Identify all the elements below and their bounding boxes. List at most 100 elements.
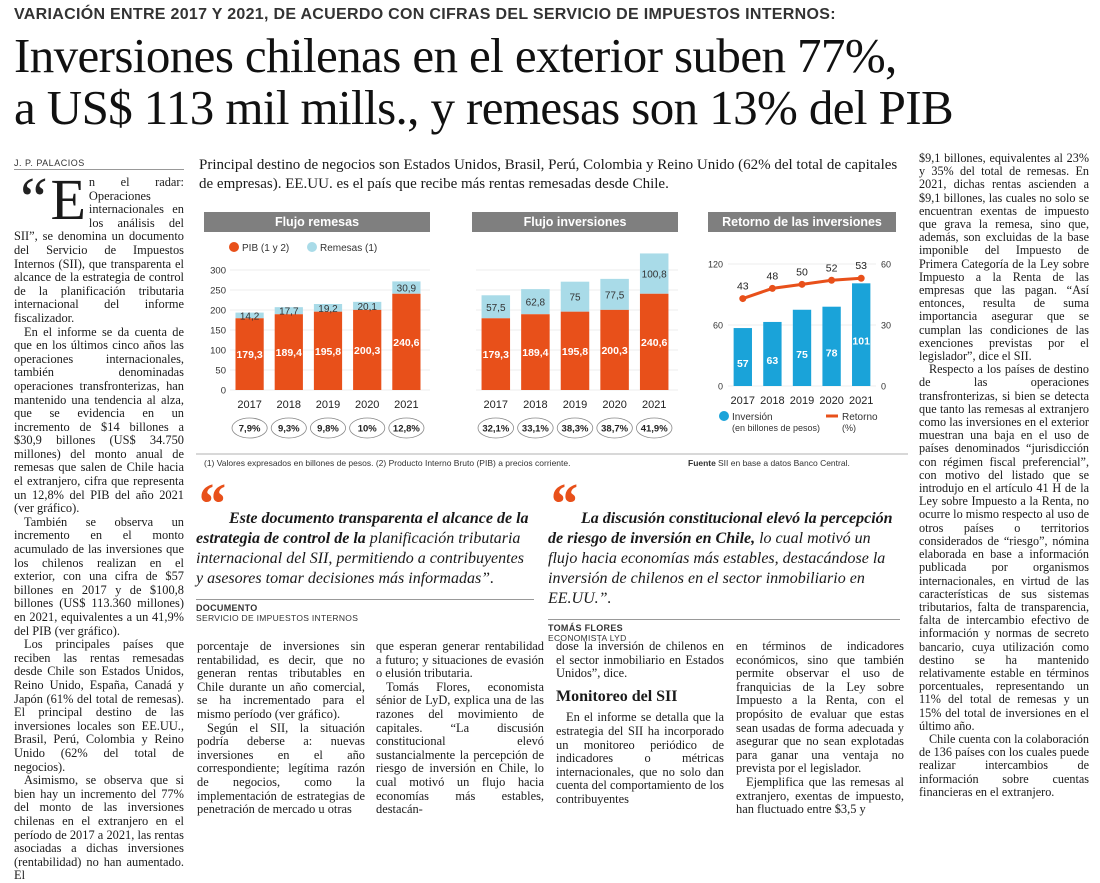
bar-secondary-label: 30,9	[397, 284, 417, 295]
headline: Inversiones chilenas en el exterior sube…	[14, 30, 1094, 134]
bar-secondary-label: 62,8	[526, 298, 546, 309]
ratio-label: 41,9%	[641, 424, 668, 435]
bar-secondary	[481, 295, 511, 319]
column-4: dose la inversión de chilenos en el sect…	[556, 639, 724, 807]
legend-swatch-inversion	[719, 411, 729, 421]
ratio-label: 10%	[358, 424, 378, 435]
bar-secondary	[639, 253, 669, 294]
pullquote-1-rest: planificación tributaria internacional d…	[196, 530, 524, 587]
y-right-tick-label: 30	[881, 321, 891, 331]
bar-secondary-label: 14,2	[240, 311, 260, 322]
bar-pib-label: 179,3	[236, 349, 262, 361]
bar-pib-label: 200,3	[354, 345, 380, 357]
bar-secondary	[560, 281, 590, 312]
pullquote-2-attribution: TOMÁS FLORES ECONOMISTA LYD	[548, 619, 900, 643]
bar-inversion	[733, 328, 752, 386]
line-retorno-label: 52	[826, 262, 838, 274]
y-left-tick-label: 120	[708, 260, 723, 270]
x-tick-label: 2020	[355, 399, 379, 411]
chart-source: SII en base a datos Banco Central.	[718, 458, 850, 468]
y-right-tick-label: 60	[881, 260, 891, 270]
pullquote-2: “ La discusión constitucional elevó la p…	[548, 475, 900, 643]
bar-secondary-label: 17,7	[279, 307, 299, 318]
line-retorno-point	[857, 274, 865, 282]
pullquote-2-role: ECONOMISTA LYD	[548, 633, 627, 643]
y-tick-label: 0	[221, 386, 226, 397]
x-tick-label: 2021	[394, 399, 418, 411]
x-tick-label: 2019	[790, 395, 814, 407]
bar-inversion-label: 63	[767, 355, 779, 367]
paragraph: Los principales países que reciben las r…	[14, 637, 184, 774]
line-retorno-point	[739, 295, 747, 303]
bar-pib	[600, 309, 629, 390]
ratio-label: 32,1%	[482, 424, 509, 435]
ratio-label: 38,3%	[562, 424, 589, 435]
x-tick-label: 2018	[277, 399, 301, 411]
bar-pib-label: 240,6	[641, 337, 667, 349]
bar-pib-label: 189,4	[276, 347, 302, 359]
pullquote-1-mark: “	[196, 471, 225, 536]
paragraph: en términos de indicadores económicos, s…	[736, 639, 904, 776]
y-tick-label: 50	[215, 366, 226, 377]
chart-footnote: (1) Valores expresados en billones de pe…	[204, 458, 570, 468]
paragraph: Según el SII, la situación podría debers…	[197, 720, 365, 817]
bar-pib-label: 179,3	[483, 349, 509, 361]
headline-line-1: Inversiones chilenas en el exterior sube…	[14, 28, 897, 83]
bar-secondary-label: 77,5	[605, 290, 625, 301]
y-tick-label: 300	[210, 266, 226, 277]
ratio-badge	[388, 417, 425, 439]
chart-title-bg	[708, 212, 896, 232]
bar-secondary	[353, 301, 382, 310]
y-tick-label: 100	[210, 346, 226, 357]
bar-secondary	[235, 312, 264, 319]
bar-pib	[274, 314, 303, 390]
bar-pib	[235, 318, 264, 390]
bar-secondary-label: 100,8	[642, 270, 667, 281]
ratio-badge	[231, 417, 268, 439]
paragraph: dose la inversión de chilenos en el sect…	[556, 639, 724, 681]
pullquote-2-name: TOMÁS FLORES	[548, 623, 623, 633]
paragraph: que esperan generar rentabilidad a futur…	[376, 639, 544, 681]
ratio-badge	[517, 417, 554, 439]
paragraph: También se observa un incremento en el m…	[14, 514, 184, 638]
x-tick-label: 2021	[642, 399, 666, 411]
lede-quote-mark: “	[14, 166, 49, 234]
pullquote-1-bold: Este documento transparenta el alcance d…	[196, 510, 529, 547]
bar-inversion-label: 101	[852, 336, 870, 348]
x-tick-label: 2018	[760, 395, 784, 407]
bar-inversion	[792, 309, 812, 386]
column-5: en términos de indicadores económicos, s…	[736, 639, 904, 817]
chart-retorno-inversiones: Retorno de las inversiones 120 60 60 30 0 0 57 2…	[708, 212, 896, 433]
chart-title-bg	[204, 212, 430, 232]
bar-pib	[313, 311, 343, 390]
bar-pib	[353, 309, 382, 390]
line-retorno-label: 43	[737, 281, 749, 293]
paragraph: Respecto a los países de destino de las …	[919, 362, 1089, 733]
bar-inversion	[852, 283, 871, 386]
chart-flujo-remesas: Flujo remesas 300 250 200 150 100 50 0 PIB (1 y …	[204, 212, 430, 439]
bar-secondary-label: 20,1	[357, 302, 377, 313]
subhead-monitoreo: Monitoreo del SII	[556, 687, 678, 705]
chart-title-bg	[472, 212, 678, 232]
x-tick-label: 2019	[316, 399, 340, 411]
legend-swatch-pib	[229, 242, 239, 252]
line-retorno-label: 53	[855, 260, 867, 272]
y-left-tick-label: 0	[718, 382, 723, 392]
legend-sub-retorno: (%)	[842, 423, 856, 433]
bar-inversion	[763, 321, 782, 386]
x-tick-label: 2017	[731, 395, 755, 407]
legend-label-remesas: Remesas (1)	[320, 243, 377, 254]
ratio-badge	[310, 417, 347, 439]
ratio-label: 12,8%	[393, 424, 420, 435]
y-tick-label: 150	[210, 326, 226, 337]
headline-line-2: a US$ 113 mil mills., y remesas son 13% …	[14, 80, 954, 135]
line-retorno-label: 48	[767, 270, 779, 282]
ratio-label: 33,1%	[522, 424, 549, 435]
ratio-badge	[596, 417, 633, 439]
bar-secondary-label: 19,2	[318, 304, 338, 315]
ratio-label: 9,3%	[278, 424, 300, 435]
bar-pib-label: 189,4	[522, 347, 548, 359]
column-3: que esperan generar rentabilidad a futur…	[376, 639, 544, 817]
ratio-label: 7,9%	[239, 424, 261, 435]
